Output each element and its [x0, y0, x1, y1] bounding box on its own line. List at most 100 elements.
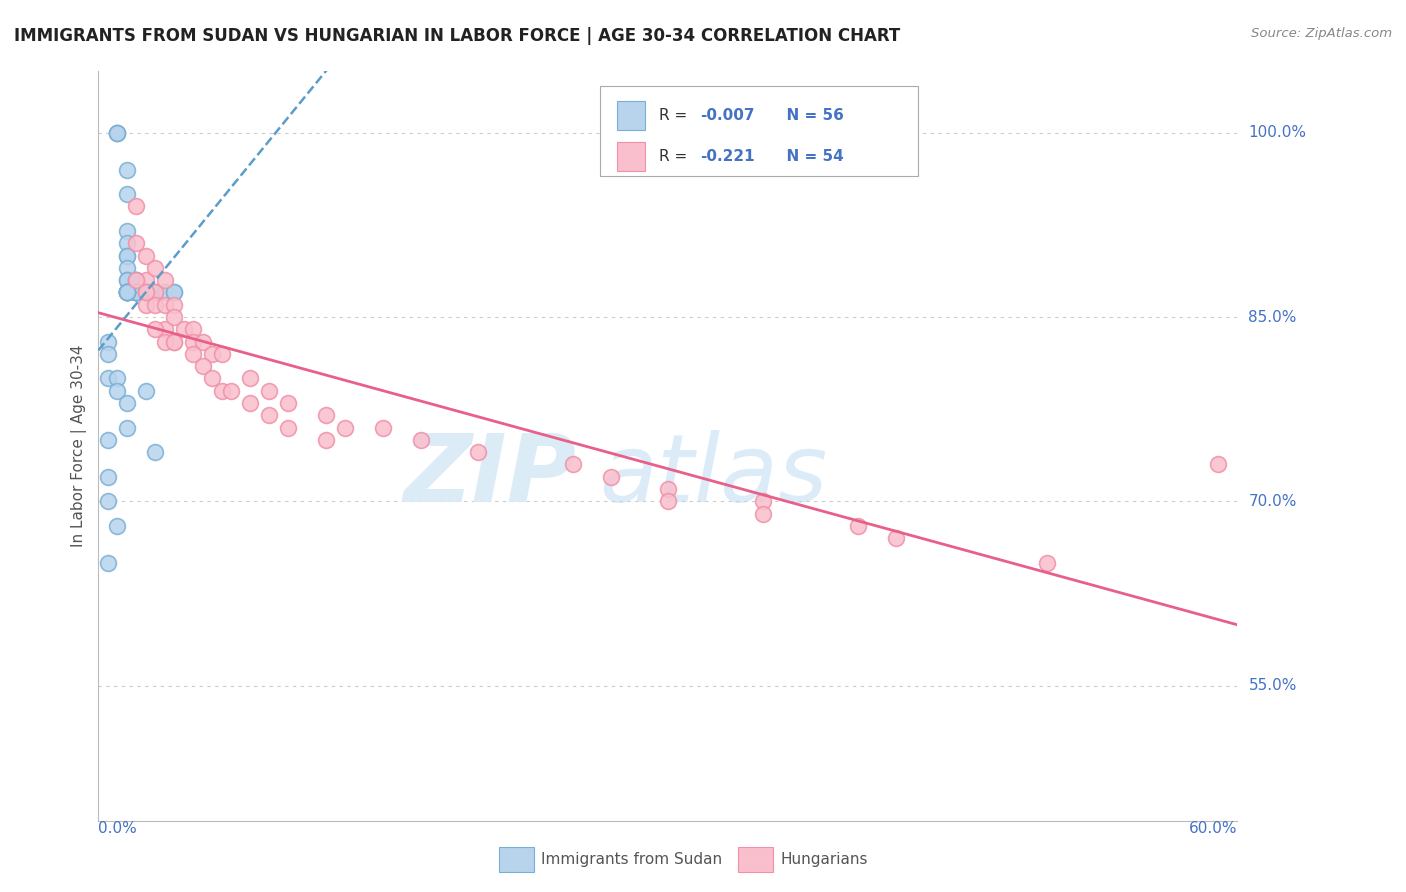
Point	[115, 285, 138, 300]
Text: R =: R =	[659, 108, 692, 122]
Point	[135, 285, 157, 300]
Point	[115, 273, 138, 287]
Point	[371, 420, 394, 434]
Point	[135, 285, 157, 300]
Point	[562, 458, 585, 472]
Point	[115, 396, 138, 410]
Point	[115, 285, 138, 300]
Point	[1036, 556, 1059, 570]
Point	[657, 482, 679, 496]
Text: Immigrants from Sudan: Immigrants from Sudan	[541, 853, 723, 867]
Point	[211, 384, 233, 398]
Point	[201, 347, 224, 361]
Point	[125, 273, 148, 287]
Y-axis label: In Labor Force | Age 30-34: In Labor Force | Age 30-34	[72, 344, 87, 548]
Point	[145, 298, 167, 312]
Point	[97, 556, 120, 570]
Point	[163, 310, 186, 324]
Point	[211, 347, 233, 361]
Point	[163, 298, 186, 312]
Point	[846, 519, 869, 533]
Point	[125, 285, 148, 300]
Point	[115, 420, 138, 434]
Point	[163, 285, 186, 300]
Point	[115, 224, 138, 238]
Point	[115, 285, 138, 300]
Point	[135, 384, 157, 398]
Point	[411, 433, 433, 447]
Point	[125, 285, 148, 300]
Point	[115, 285, 138, 300]
Point	[145, 445, 167, 459]
Text: -0.221: -0.221	[700, 149, 755, 164]
FancyBboxPatch shape	[599, 87, 918, 177]
Point	[239, 396, 262, 410]
Point	[173, 322, 195, 336]
Point	[163, 285, 186, 300]
Point	[153, 285, 176, 300]
Point	[97, 334, 120, 349]
Point	[125, 285, 148, 300]
Point	[163, 334, 186, 349]
Point	[135, 298, 157, 312]
Point	[163, 334, 186, 349]
Point	[125, 273, 148, 287]
Point	[467, 445, 489, 459]
Point	[145, 285, 167, 300]
FancyBboxPatch shape	[617, 142, 645, 171]
Point	[277, 420, 299, 434]
Point	[183, 322, 205, 336]
Text: N = 56: N = 56	[776, 108, 844, 122]
Point	[259, 384, 281, 398]
Point	[335, 420, 357, 434]
Text: -0.007: -0.007	[700, 108, 754, 122]
Text: 100.0%: 100.0%	[1249, 125, 1306, 140]
Point	[135, 285, 157, 300]
Point	[221, 384, 243, 398]
Text: 60.0%: 60.0%	[1189, 821, 1237, 836]
Point	[259, 409, 281, 423]
Point	[135, 285, 157, 300]
Point	[115, 285, 138, 300]
Text: Hungarians: Hungarians	[780, 853, 868, 867]
Point	[97, 469, 120, 483]
Point	[115, 249, 138, 263]
Point	[752, 494, 775, 508]
Point	[135, 249, 157, 263]
Point	[97, 347, 120, 361]
Point	[315, 433, 337, 447]
Point	[752, 507, 775, 521]
Point	[107, 371, 129, 385]
Point	[115, 285, 138, 300]
Text: IMMIGRANTS FROM SUDAN VS HUNGARIAN IN LABOR FORCE | AGE 30-34 CORRELATION CHART: IMMIGRANTS FROM SUDAN VS HUNGARIAN IN LA…	[14, 27, 900, 45]
Point	[153, 334, 176, 349]
Point	[135, 273, 157, 287]
Point	[125, 285, 148, 300]
Point	[115, 236, 138, 251]
Point	[145, 260, 167, 275]
Point	[107, 126, 129, 140]
FancyBboxPatch shape	[617, 101, 645, 129]
Point	[183, 334, 205, 349]
Point	[153, 273, 176, 287]
Point	[115, 285, 138, 300]
Point	[125, 199, 148, 213]
Point	[115, 187, 138, 202]
Text: R =: R =	[659, 149, 697, 164]
Point	[600, 469, 623, 483]
Point	[97, 433, 120, 447]
Point	[201, 371, 224, 385]
Point	[239, 371, 262, 385]
Point	[315, 409, 337, 423]
Point	[115, 285, 138, 300]
Point	[107, 384, 129, 398]
Point	[107, 126, 129, 140]
Text: 85.0%: 85.0%	[1249, 310, 1296, 325]
Point	[115, 273, 138, 287]
Point	[107, 519, 129, 533]
Point	[135, 285, 157, 300]
Point	[277, 396, 299, 410]
Point	[115, 285, 138, 300]
Point	[884, 531, 907, 545]
Point	[153, 322, 176, 336]
